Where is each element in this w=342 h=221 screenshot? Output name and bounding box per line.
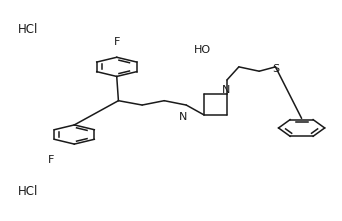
Text: HO: HO [194,45,211,55]
Text: N: N [179,112,187,122]
Text: F: F [114,37,120,47]
Text: HCl: HCl [18,23,39,36]
Text: HCl: HCl [18,185,39,198]
Text: F: F [48,155,54,165]
Text: N: N [222,86,231,95]
Text: S: S [272,64,279,74]
